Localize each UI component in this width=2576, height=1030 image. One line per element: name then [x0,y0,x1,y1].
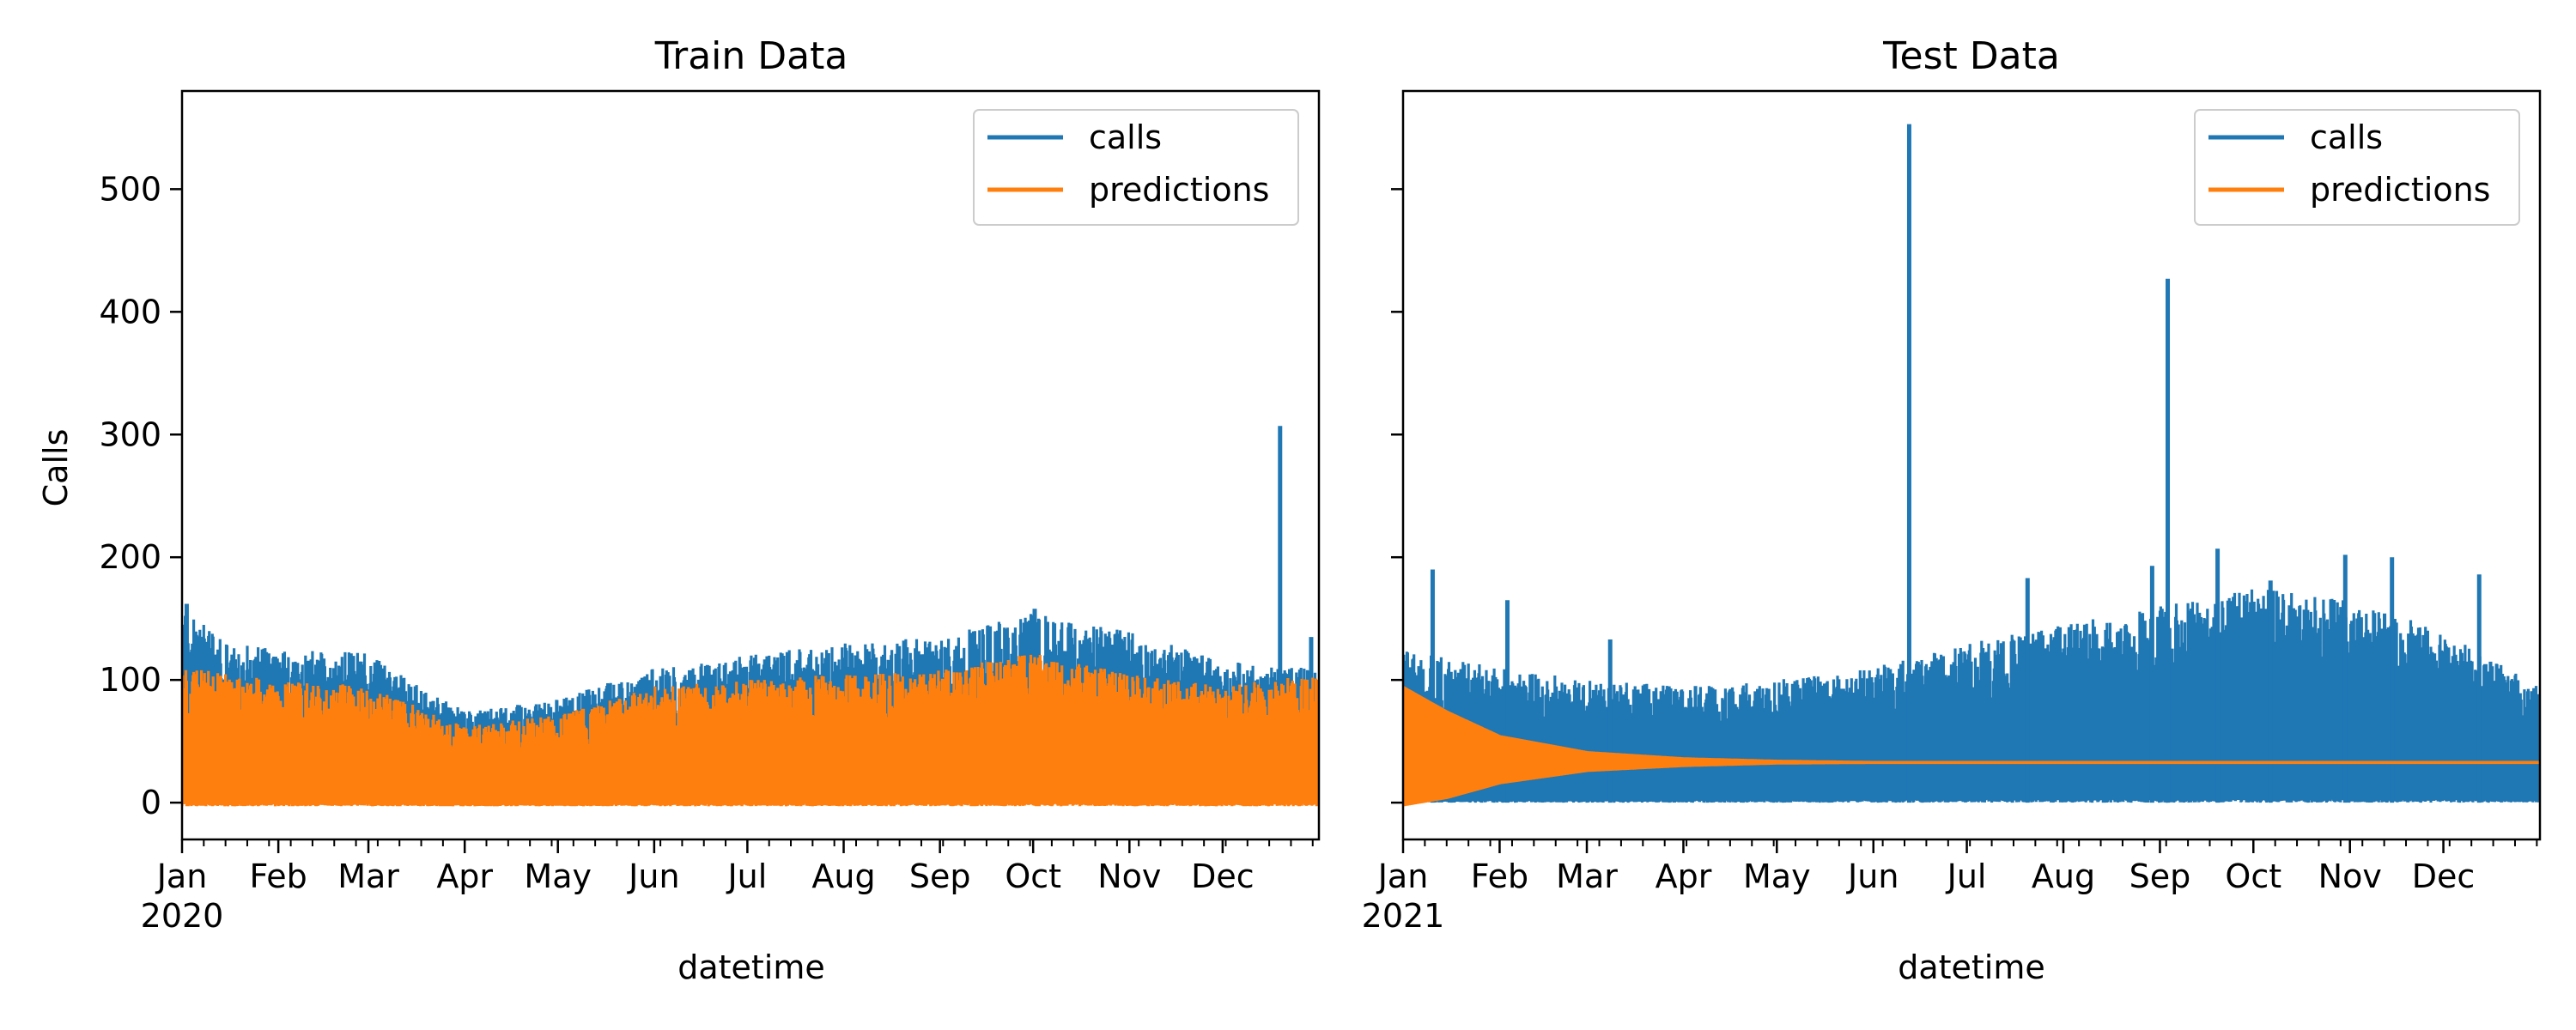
x-tick-label: Sep [2129,857,2191,895]
series-calls [1403,124,2540,803]
series-layer [182,426,1319,807]
y-tick-label: 0 [141,784,161,821]
x-tick-label: Apr [1656,857,1712,895]
series-layer [1403,124,2540,807]
series-predictions [1403,686,2540,807]
x-tick-label: Nov [1097,857,1161,895]
y-tick-label: 500 [99,170,161,208]
x-tick-label: Mar [337,857,399,895]
x-tick-label: Aug [2032,857,2095,895]
x-tick-label: Jan [155,857,208,895]
x-tick-label: Apr [436,857,493,895]
legend-label-calls: calls [2310,118,2383,156]
axes-frame [1401,89,2542,841]
legend-label-predictions: predictions [1089,171,1269,209]
x-tick-label: May [524,857,592,895]
x-tick-label: Sep [909,857,971,895]
x-tick-label: Jul [726,857,767,895]
x-tick-label: Jul [1946,857,1987,895]
y-tick-label: 200 [99,538,161,576]
train-panel: Train Data datetime Calls 0 100 200 300 400 5… [37,34,1321,986]
legend-label-predictions: predictions [2310,171,2490,209]
x-tick-year-label: 2020 [141,897,224,935]
test-xlabel: datetime [1898,948,2045,986]
x-tick-label: May [1743,857,1811,895]
test-legend: calls predictions [2194,109,2520,226]
x-tick-label: Feb [250,857,307,895]
y-tick-label: 400 [99,293,161,330]
x-tick-year-label: 2021 [1362,897,1445,935]
y-tick-label: 300 [99,415,161,453]
axes-frame [180,89,1321,841]
y-tick-label: 100 [99,661,161,699]
legend-label-calls: calls [1089,118,1162,156]
x-tick-label: Feb [1471,857,1528,895]
x-tick-label: Mar [1556,857,1618,895]
x-tick-label: Oct [1005,857,1061,895]
train-xlabel: datetime [677,948,825,986]
train-ylabel: Calls [37,429,75,507]
x-tick-label: Jan [1376,857,1429,895]
x-tick-label: Jun [627,857,679,895]
x-tick-label: Dec [2412,857,2476,895]
series-predictions [182,654,1319,807]
test-title: Test Data [1882,34,2060,78]
series-band-predictions [1403,686,2540,807]
train-title: Train Data [654,34,848,78]
train-legend: calls predictions [973,109,1299,226]
x-tick-label: Aug [811,857,875,895]
series-band-predictions [182,654,1319,807]
x-tick-label: Dec [1191,857,1255,895]
x-tick-label: Oct [2225,857,2281,895]
x-tick-label: Jun [1846,857,1899,895]
x-tick-label: Nov [2318,857,2382,895]
